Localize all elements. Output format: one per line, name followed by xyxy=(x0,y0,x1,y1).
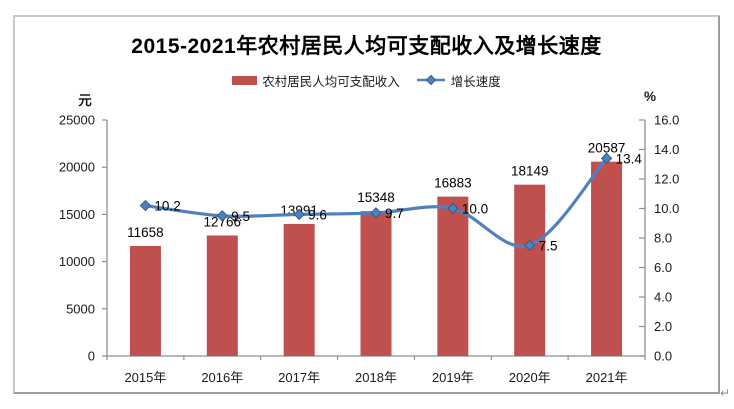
bar-2016年 xyxy=(206,235,238,356)
bar-value-label: 18149 xyxy=(511,164,549,179)
x-axis-label: 2019年 xyxy=(432,370,474,385)
left-axis-tick-label: 20000 xyxy=(59,160,95,175)
legend-growth-label: 增长速度 xyxy=(450,74,501,89)
x-axis-label: 2017年 xyxy=(278,370,320,385)
line-value-label: 7.5 xyxy=(539,238,558,253)
bar-2017年 xyxy=(283,223,315,356)
legend-item-income: 农村居民人均可支配收入 xyxy=(232,71,400,90)
bar-value-label: 20587 xyxy=(588,141,626,156)
line-marker-2017年 xyxy=(293,208,305,221)
bar-2018年 xyxy=(360,211,392,356)
line-value-label: 10.2 xyxy=(154,199,180,214)
paragraph-return-mark: ↵ xyxy=(720,386,731,400)
bar-value-label: 15348 xyxy=(357,190,395,205)
legend: 农村居民人均可支配收入 增长速度 xyxy=(13,71,720,89)
line-marker-2019年 xyxy=(447,202,459,215)
left-axis-tick-label: 10000 xyxy=(59,254,95,269)
legend-bar-swatch-icon xyxy=(232,75,258,85)
x-axis-label: 2018年 xyxy=(355,370,397,385)
right-axis-tick-label: 10.0 xyxy=(654,201,679,216)
line-value-label: 9.6 xyxy=(308,207,327,222)
line-marker-2016年 xyxy=(216,210,228,222)
line-value-label: 9.7 xyxy=(385,206,404,221)
right-axis-unit: % xyxy=(644,89,657,104)
bar-value-label: 16883 xyxy=(434,176,472,191)
right-axis-tick-label: 2.0 xyxy=(654,319,672,334)
left-axis-tick-label: 5000 xyxy=(66,301,95,316)
x-axis-label: 2020年 xyxy=(509,370,551,385)
chart-title: 2015-2021年农村居民人均可支配收入及增长速度 xyxy=(131,35,602,58)
line-marker-2020年 xyxy=(524,239,536,252)
x-axis-label: 2016年 xyxy=(201,370,243,385)
right-axis-tick-label: 0.0 xyxy=(654,349,672,364)
left-axis-unit: 元 xyxy=(78,93,92,108)
line-marker-2018年 xyxy=(370,207,382,219)
legend-line-swatch-icon xyxy=(416,74,445,86)
right-axis-tick-label: 6.0 xyxy=(654,260,672,275)
right-axis-tick-label: 4.0 xyxy=(654,290,672,305)
left-axis-tick-label: 0 xyxy=(88,349,95,364)
x-axis-label: 2021年 xyxy=(586,370,628,385)
bar-2020年 xyxy=(514,184,546,356)
right-axis-tick-label: 16.0 xyxy=(654,113,679,128)
right-axis-tick-label: 14.0 xyxy=(654,142,679,157)
x-axis-label: 2015年 xyxy=(124,370,166,385)
bar-2021年 xyxy=(591,161,623,356)
line-marker-2015年 xyxy=(139,199,152,212)
line-value-label: 10.0 xyxy=(462,202,488,217)
bar-value-label: 12766 xyxy=(204,214,242,229)
right-axis-tick-label: 12.0 xyxy=(654,172,679,187)
right-axis-tick-label: 8.0 xyxy=(654,231,672,246)
left-axis-tick-label: 25000 xyxy=(59,113,95,128)
line-marker-2021年 xyxy=(600,152,613,165)
line-value-label: 13.4 xyxy=(616,151,643,166)
legend-income-label: 农村居民人均可支配收入 xyxy=(262,74,400,89)
bar-value-label: 11658 xyxy=(127,225,164,240)
legend-item-growth: 增长速度 xyxy=(416,71,501,90)
left-axis-tick-label: 15000 xyxy=(59,207,95,222)
bar-2019年 xyxy=(437,196,469,356)
line-value-label: 9.5 xyxy=(231,209,250,224)
bar-2015年 xyxy=(129,245,161,356)
